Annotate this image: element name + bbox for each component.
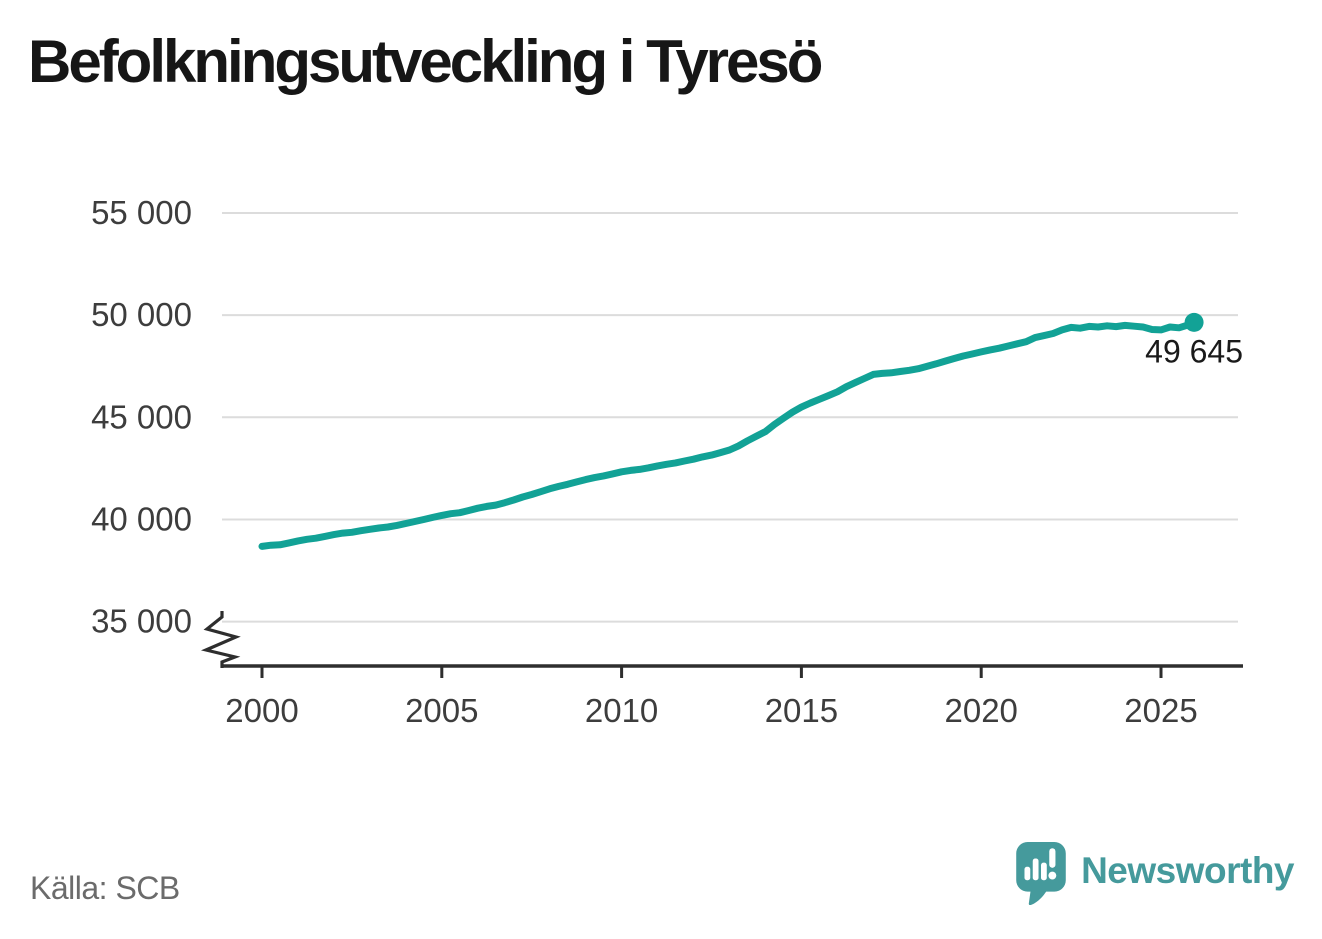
y-tick-label: 40 000 — [91, 500, 192, 537]
population-line — [258, 318, 1198, 550]
x-tick-label: 2025 — [1124, 692, 1197, 729]
y-tick-label: 35 000 — [91, 603, 192, 640]
x-tick-label: 2000 — [225, 692, 298, 729]
x-tick-label: 2010 — [585, 692, 658, 729]
x-tick-label: 2020 — [944, 692, 1017, 729]
newsworthy-brand: Newsworthy — [1015, 840, 1294, 906]
x-tick-label: 2005 — [405, 692, 478, 729]
y-tick-label: 50 000 — [91, 296, 192, 333]
latest-value-marker — [1184, 312, 1204, 332]
newsworthy-logo-icon — [1016, 842, 1066, 905]
brand-name: Newsworthy — [1081, 850, 1294, 891]
y-tick-label: 55 000 — [91, 194, 192, 231]
latest-value-label: 49 645 — [1145, 333, 1243, 369]
chart-title: Befolkningsutveckling i Tyresö — [28, 28, 823, 95]
x-tick-label: 2015 — [765, 692, 838, 729]
y-tick-label: 45 000 — [91, 398, 192, 435]
source-note: Källa: SCB — [30, 870, 180, 906]
axis-break-icon — [200, 611, 241, 668]
